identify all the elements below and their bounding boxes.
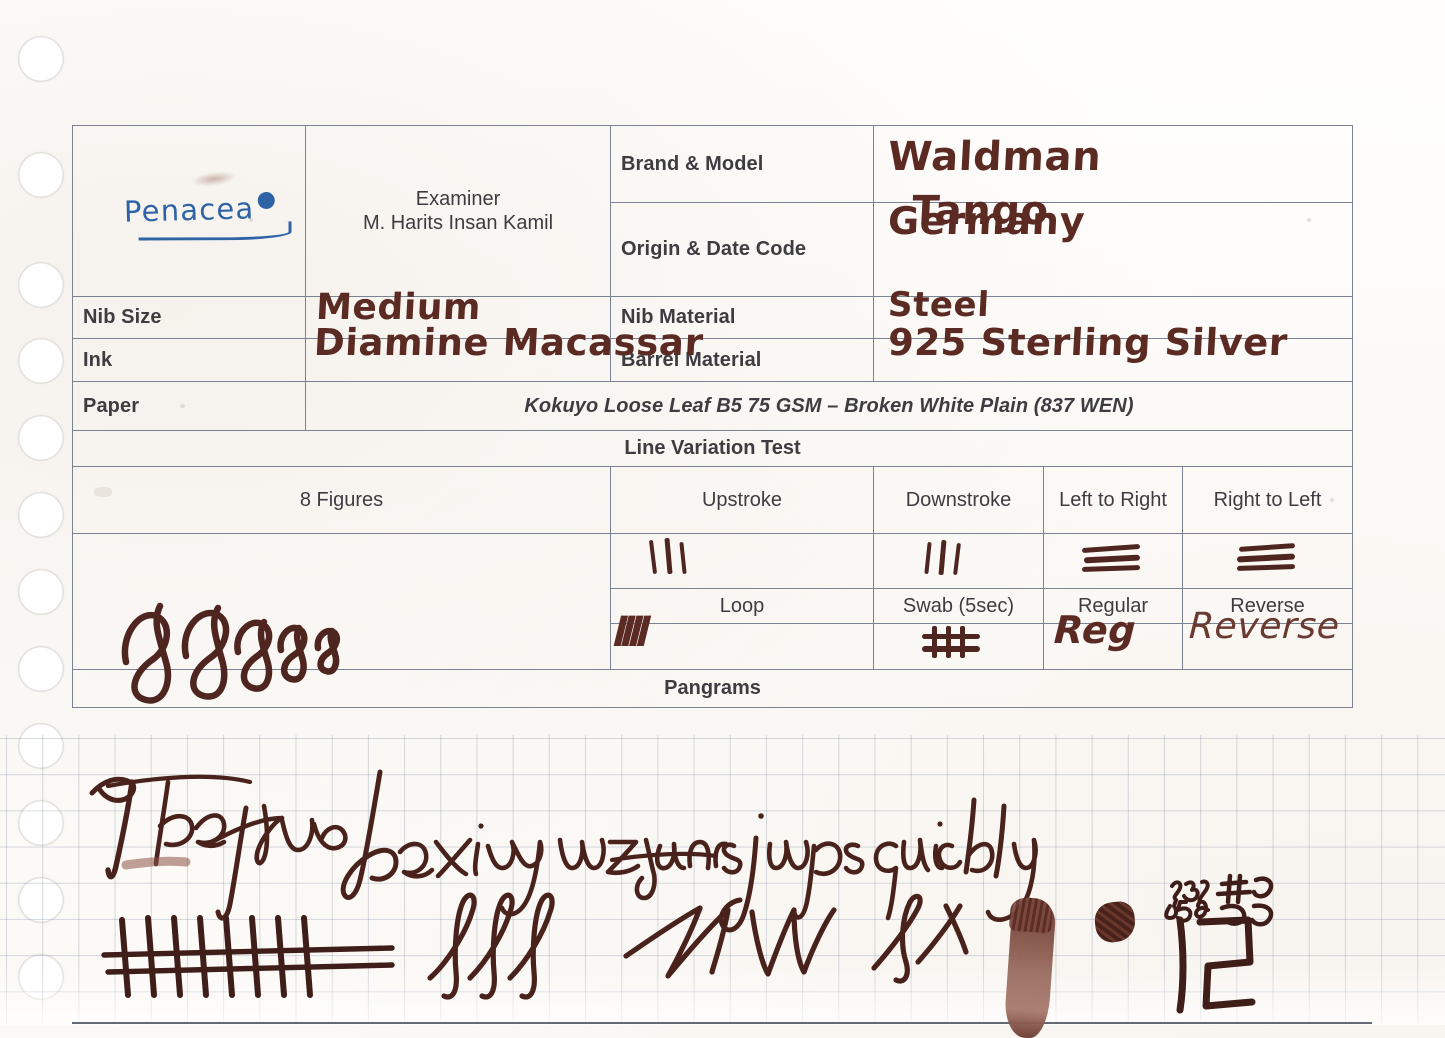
table-row: 8 Figures Upstroke Downstroke Left to Ri…: [72, 466, 1353, 534]
tally-marks: [101, 915, 395, 998]
downstroke-sample-cell: [873, 533, 1044, 589]
examiner-label: Examiner: [415, 187, 501, 210]
paper-label: Paper: [72, 381, 306, 431]
stroke-mark: [922, 634, 980, 639]
table-row: Penacea Examiner M. Harits Insan Kamil B…: [72, 125, 1353, 297]
logo-dot-icon: [257, 192, 276, 210]
table-row: Line Variation Test: [72, 430, 1353, 467]
punch-hole: [18, 800, 64, 846]
pangram-handwriting: [89, 769, 1038, 933]
stroke-mark: [953, 542, 961, 576]
stroke-mark: [679, 541, 687, 575]
table-row: [72, 533, 1353, 670]
small-numbers: [1164, 873, 1274, 927]
col-8-figures: 8 Figures: [72, 466, 611, 534]
punch-hole: [18, 338, 64, 384]
ink-blot: [1093, 900, 1137, 944]
origin-value-cell: Germany: [873, 198, 1353, 298]
table-row: Paper Kokuyo Loose Leaf B5 75 GSM – Brok…: [72, 381, 1353, 431]
reverse-sample-cell: Reverse: [1182, 606, 1353, 670]
penacea-logo: Penacea: [123, 192, 292, 241]
barrel-material-value: 925 Sterling Silver: [886, 321, 1289, 364]
stroke-mark: [1236, 563, 1296, 572]
examiner-cell: Examiner M. Harits Insan Kamil: [305, 125, 611, 297]
loop-sample-cell: llll: [610, 610, 874, 670]
col-downstroke: Downstroke: [873, 466, 1044, 534]
ink-smudge: [190, 169, 238, 189]
ink-label: Ink: [72, 338, 306, 382]
stroke-mark: [960, 626, 965, 658]
stroke-mark: [922, 646, 980, 652]
loop-sample: llll: [611, 610, 646, 656]
stroke-mark: [1081, 543, 1141, 554]
figures-sample-cell: [72, 533, 611, 670]
ink-swab-dark-top: [1008, 896, 1054, 934]
punch-hole: [18, 415, 64, 461]
punch-hole: [18, 877, 64, 923]
logo-cell: Penacea: [72, 125, 306, 297]
ink-value: Diamine Macassar: [312, 321, 705, 364]
punch-hole: [18, 954, 64, 1000]
col-left-to-right: Left to Right: [1043, 466, 1183, 534]
bottom-rule: [72, 1022, 1372, 1025]
stroke-mark: [1238, 543, 1296, 552]
punch-hole: [18, 492, 64, 538]
punch-hole: [18, 36, 64, 82]
line-variation-title: Line Variation Test: [72, 430, 1353, 467]
grid-fade: [0, 735, 1445, 1025]
stroke-mark: [1081, 564, 1141, 573]
col-regular: Regular: [1043, 588, 1183, 624]
table-row: Loop Swab (5sec) Regular Reverse: [73, 588, 1353, 624]
examiner-name: M. Harits Insan Kamil: [362, 212, 554, 234]
graph-grid: [0, 735, 1445, 1025]
upstroke-sample-cell: [610, 533, 874, 589]
pangrams-title: Pangrams: [72, 669, 1353, 708]
reverse-sample: Reverse: [1187, 606, 1341, 647]
right-to-left-sample-cell: [1182, 533, 1353, 589]
punch-hole: [18, 723, 64, 769]
col-right-to-left: Right to Left: [1182, 466, 1353, 534]
letters-sample: [427, 892, 969, 1000]
table-row: Pangrams: [72, 669, 1353, 708]
brand-model-label: Brand & Model: [610, 125, 874, 203]
stroke-mark: [1236, 553, 1296, 563]
table-row: Nib Size Medium Nib Material Steel: [72, 285, 1353, 339]
swab-sample-cell: [873, 623, 1044, 670]
punch-hole: [18, 569, 64, 615]
regular-sample: Reg: [1052, 608, 1138, 652]
brand-model-value-cell: Waldman Tango: [873, 125, 1353, 234]
table-row: Ink Diamine Macassar Barrel Material 925…: [72, 321, 1353, 382]
nib-size-label: Nib Size: [72, 296, 306, 339]
stroke-mark: [946, 626, 951, 658]
ink-value-cell: Diamine Macassar: [305, 321, 705, 382]
col-swab: Swab (5sec): [873, 588, 1044, 624]
punch-hole: [18, 646, 64, 692]
spec-table: Penacea Examiner M. Harits Insan Kamil B…: [72, 125, 1353, 708]
regular-sample-cell: Reg: [1043, 608, 1183, 670]
punch-hole: [18, 262, 64, 308]
logo-swoosh-icon: [138, 221, 292, 241]
brand-model-value-line1: Waldman: [886, 134, 1103, 180]
left-to-right-sample-cell: [1043, 533, 1183, 589]
stroke-mark: [924, 541, 932, 575]
table-row: Origin & Date Code Germany: [73, 198, 1353, 298]
barrel-material-value-cell: 925 Sterling Silver: [873, 321, 1353, 382]
large-number-12: [1176, 916, 1256, 1014]
stroke-mark: [938, 539, 947, 576]
stroke-mark: [648, 539, 658, 575]
stroke-mark: [932, 626, 937, 658]
origin-value: Germany: [886, 198, 1087, 243]
barrel-material-label: Barrel Material: [610, 338, 874, 382]
col-loop: Loop: [610, 588, 874, 624]
stroke-mark: [1083, 554, 1141, 563]
stroke-mark: [664, 537, 673, 575]
punch-hole: [18, 152, 64, 198]
origin-label: Origin & Date Code: [610, 201, 874, 298]
paper-value: Kokuyo Loose Leaf B5 75 GSM – Broken Whi…: [305, 381, 1353, 431]
table-row: llll Reg Reverse: [73, 606, 1353, 670]
col-upstroke: Upstroke: [610, 466, 874, 534]
nib-material-value: Steel: [886, 285, 991, 325]
